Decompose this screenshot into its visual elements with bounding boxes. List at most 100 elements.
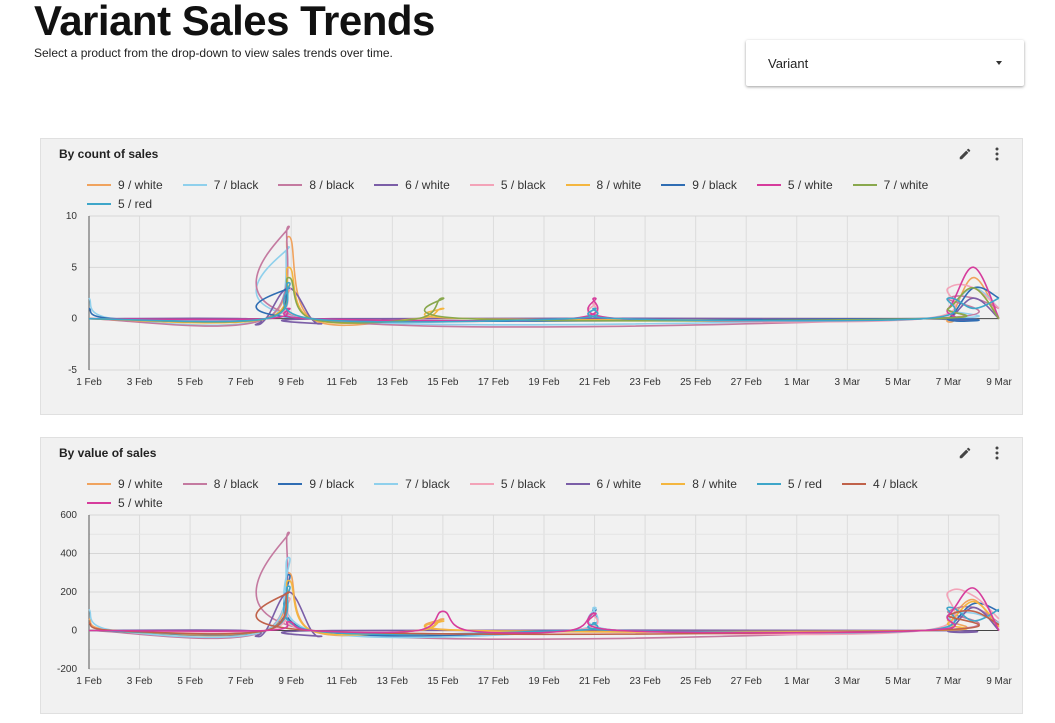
legend-swatch xyxy=(87,501,111,504)
variant-dropdown-label: Variant xyxy=(768,55,809,71)
legend-swatch xyxy=(469,482,494,485)
y-tick-label: 0 xyxy=(71,626,77,637)
value-chart-card: By value of sales 9 / white 8 / black 9 / … xyxy=(40,437,1023,714)
legend-label: 9 / white xyxy=(118,177,163,192)
legend-item[interactable]: 8 / white xyxy=(661,476,737,491)
legend-label: 9 / black xyxy=(692,177,737,192)
legend-swatch xyxy=(661,482,686,485)
series-line xyxy=(88,587,1000,634)
legend-item[interactable]: 9 / black xyxy=(661,177,737,192)
x-tick-label: 19 Feb xyxy=(528,676,560,687)
legend-label: 6 / white xyxy=(405,177,450,192)
legend-item[interactable]: 4 / black xyxy=(841,476,918,491)
legend-item[interactable]: 9 / white xyxy=(87,476,163,491)
x-tick-label: 1 Mar xyxy=(784,377,810,388)
legend-label: 5 / black xyxy=(500,177,546,192)
x-tick-label: 7 Feb xyxy=(228,676,254,687)
page-title: Variant Sales Trends xyxy=(34,0,435,44)
legend-swatch xyxy=(565,482,590,485)
chart-legend: 9 / white 7 / black 8 / black 6 / white 5 / … xyxy=(87,177,1007,211)
x-tick-label: 27 Feb xyxy=(731,377,763,388)
legend-item[interactable]: 6 / white xyxy=(374,177,450,192)
legend-item[interactable]: 6 / white xyxy=(565,476,642,491)
legend-swatch xyxy=(469,183,494,186)
chart-title: By value of sales xyxy=(59,446,157,460)
pencil-icon[interactable] xyxy=(956,145,974,163)
legend-item[interactable]: 8 / white xyxy=(565,177,641,192)
x-tick-label: 13 Feb xyxy=(377,377,409,388)
legend-swatch xyxy=(756,183,781,186)
legend-swatch xyxy=(87,482,111,485)
x-tick-label: 3 Mar xyxy=(835,377,861,388)
x-tick-label: 3 Mar xyxy=(835,676,861,687)
legend-item[interactable]: 5 / black xyxy=(469,177,546,192)
legend-item[interactable]: 8 / black xyxy=(278,177,354,192)
legend-item[interactable]: 7 / black xyxy=(374,476,450,491)
x-tick-label: 7 Mar xyxy=(936,377,962,388)
x-tick-label: 21 Feb xyxy=(579,377,611,388)
count-chart-card: By count of sales 9 / white 7 / black 8 / … xyxy=(40,138,1023,415)
legend-item[interactable]: 5 / white xyxy=(87,495,163,510)
legend-label: 5 / black xyxy=(500,476,546,491)
legend-label: 5 / white xyxy=(118,495,163,510)
x-tick-label: 25 Feb xyxy=(680,676,712,687)
legend-item[interactable]: 5 / red xyxy=(756,476,822,491)
legend-item[interactable]: 9 / white xyxy=(87,177,163,192)
x-tick-label: 1 Mar xyxy=(784,676,810,687)
y-tick-label: 10 xyxy=(66,211,78,222)
legend-swatch xyxy=(182,183,207,186)
legend-item[interactable]: 8 / black xyxy=(182,476,259,491)
legend-label: 5 / red xyxy=(118,196,153,211)
legend-item[interactable]: 5 / black xyxy=(469,476,546,491)
x-tick-label: 23 Feb xyxy=(630,676,662,687)
x-tick-label: 9 Feb xyxy=(278,676,304,687)
legend-swatch xyxy=(87,183,111,186)
more-vert-icon[interactable] xyxy=(988,444,1006,462)
pencil-icon[interactable] xyxy=(956,444,974,462)
legend-label: 8 / black xyxy=(213,476,259,491)
series-line xyxy=(88,281,1000,323)
y-tick-label: 400 xyxy=(60,549,77,560)
more-vert-icon[interactable] xyxy=(988,145,1006,163)
legend-label: 5 / white xyxy=(787,177,833,192)
legend-item[interactable]: 5 / red xyxy=(87,196,152,211)
y-tick-label: 0 xyxy=(71,314,77,325)
legend-item[interactable]: 9 / black xyxy=(278,476,354,491)
legend-item[interactable]: 5 / white xyxy=(756,177,833,192)
legend-label: 9 / black xyxy=(309,476,355,491)
x-tick-label: 9 Mar xyxy=(986,676,1012,687)
x-tick-label: 23 Feb xyxy=(630,377,662,388)
legend-label: 8 / white xyxy=(692,476,737,491)
x-tick-label: 1 Feb xyxy=(76,676,102,687)
count-line-chart: 1 Feb 3 Feb 5 Feb 7 Feb 9 Feb 11 Feb 13 Feb 15 … xyxy=(66,211,1013,388)
x-tick-label: 11 Feb xyxy=(327,676,358,687)
x-tick-label: 21 Feb xyxy=(579,676,611,687)
series-line xyxy=(88,591,1000,638)
legend-swatch xyxy=(565,183,590,186)
x-tick-label: 1 Feb xyxy=(76,377,102,388)
legend-label: 6 / white xyxy=(596,476,642,491)
legend-item[interactable]: 7 / black xyxy=(182,177,258,192)
legend-swatch xyxy=(756,482,781,485)
legend-swatch xyxy=(841,482,866,485)
legend-label: 9 / white xyxy=(118,476,163,491)
x-tick-label: 5 Feb xyxy=(177,676,203,687)
series-line xyxy=(88,266,1000,322)
x-tick-label: 3 Feb xyxy=(127,676,153,687)
x-tick-label: 11 Feb xyxy=(327,377,358,388)
legend-label: 8 / black xyxy=(309,177,355,192)
x-tick-label: 17 Feb xyxy=(478,676,510,687)
x-tick-label: 9 Mar xyxy=(986,377,1012,388)
legend-swatch xyxy=(852,183,877,186)
legend-swatch xyxy=(661,183,686,186)
legend-label: 4 / black xyxy=(872,476,918,491)
legend-item[interactable]: 7 / white xyxy=(852,177,929,192)
variant-dropdown[interactable]: Variant xyxy=(746,40,1024,86)
x-tick-label: 7 Feb xyxy=(228,377,254,388)
y-tick-label: -200 xyxy=(57,664,77,675)
legend-swatch xyxy=(87,202,111,205)
legend-label: 7 / white xyxy=(883,177,929,192)
x-tick-label: 17 Feb xyxy=(478,377,510,388)
y-tick-label: -5 xyxy=(68,365,77,376)
x-tick-label: 13 Feb xyxy=(377,676,409,687)
